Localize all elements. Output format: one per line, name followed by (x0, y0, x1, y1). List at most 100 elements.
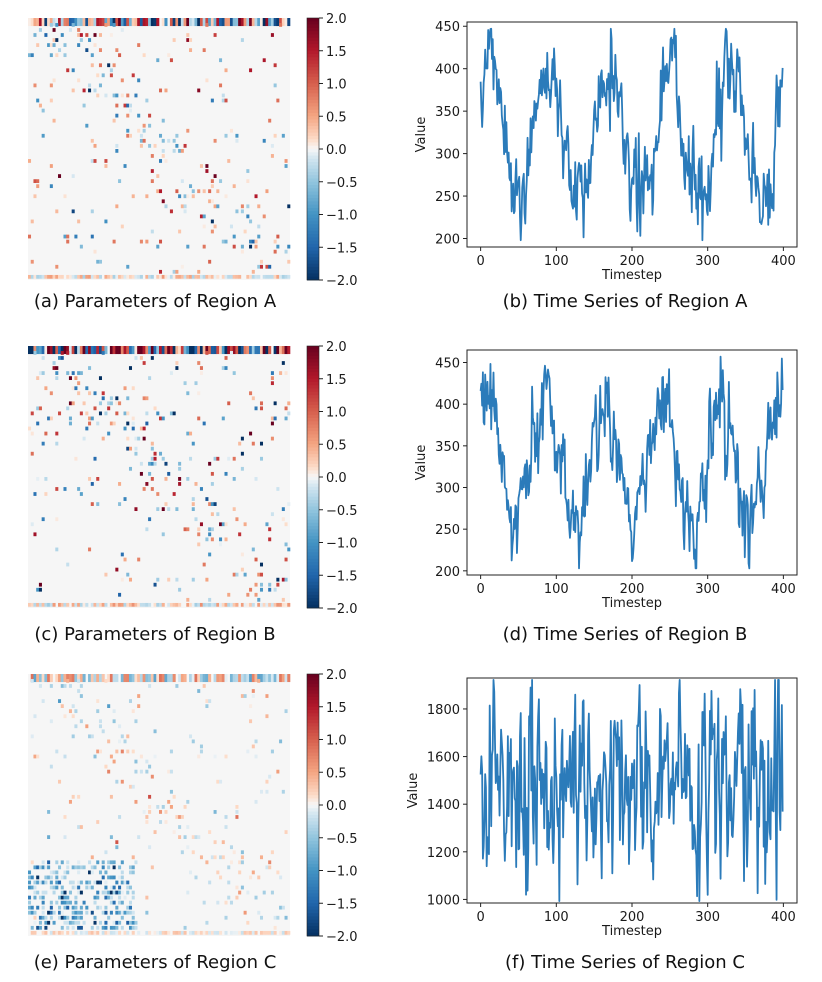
heatmap-cell (273, 83, 277, 88)
heatmap-cell (79, 33, 83, 37)
colorbar-segment (307, 204, 319, 209)
heatmap-cell (55, 366, 59, 370)
heatmap-cell (148, 346, 152, 355)
heatmap-cell (47, 810, 51, 814)
heatmap-cell (240, 209, 244, 214)
heatmap-cell (219, 58, 223, 63)
heatmap-cell (60, 674, 64, 683)
heatmap-cell (249, 68, 253, 73)
heatmap-cell (66, 234, 70, 239)
heatmap-cell (120, 875, 124, 880)
heatmap-cell (259, 562, 264, 567)
y-tick-label: 200 (435, 233, 460, 248)
heatmap-cell (85, 905, 89, 910)
heatmap-cell (120, 749, 124, 754)
heatmap-cell (164, 18, 168, 27)
heatmap-cell (191, 194, 195, 199)
heatmap-cell (139, 133, 143, 138)
x-tick-label: 200 (620, 582, 645, 597)
colorbar-segment (307, 598, 319, 602)
y-tick-label: 1600 (427, 751, 460, 766)
heatmap-cell (63, 900, 67, 905)
heatmap-cell (88, 885, 92, 890)
heatmap-cell (41, 346, 45, 355)
heatmap-cell (82, 436, 86, 441)
heatmap-cell (63, 684, 67, 688)
heatmap-cell (52, 274, 56, 279)
heatmap-cell (38, 602, 42, 607)
heatmap-cell (96, 421, 100, 426)
heatmap-cell (79, 38, 83, 42)
colorbar-tick-label: 2.0 (326, 12, 347, 27)
heatmap-cell (109, 835, 113, 840)
heatmap-cell (208, 602, 212, 607)
heatmap-cell (55, 674, 59, 683)
heatmap-cell (28, 885, 32, 890)
heatmap-cell (30, 860, 34, 865)
heatmap-cell (93, 143, 97, 148)
heatmap-cell (224, 522, 228, 527)
heatmap-cell (41, 905, 45, 910)
heatmap-cell (71, 865, 75, 870)
heatmap-cell (213, 33, 217, 37)
heatmap-cell (189, 38, 193, 42)
heatmap-cell (254, 239, 258, 244)
line-chart-f: 0 100 200 300 40010001200140016001800Timeste… (406, 677, 798, 939)
heatmap-cell (265, 694, 269, 698)
heatmap-cell (229, 860, 233, 865)
y-tick-label: 450 (435, 357, 460, 372)
heatmap-cell (183, 930, 187, 935)
colorbar-segment (307, 746, 319, 750)
heatmap-cell (191, 346, 195, 355)
heatmap-cell (229, 224, 233, 229)
heatmap-cell (224, 346, 228, 355)
heatmap-cell (36, 43, 40, 47)
heatmap-cell (284, 522, 288, 527)
heatmap-cell (33, 930, 37, 935)
heatmap-cell (235, 810, 239, 814)
heatmap-cell (98, 724, 102, 729)
colorbar-segment (307, 165, 319, 170)
heatmap-cell (164, 159, 168, 163)
heatmap-cell (251, 930, 255, 935)
heatmap-cell (224, 68, 228, 73)
heatmap-cell (246, 214, 250, 219)
heatmap-cell (55, 431, 59, 436)
heatmap-cell (202, 421, 206, 426)
heatmap-cell (273, 133, 277, 138)
colorbar-segment (307, 706, 319, 711)
colorbar-segment (307, 739, 319, 744)
heatmap-cell (93, 159, 97, 163)
heatmap-cell (235, 138, 239, 143)
colorbar-segment (307, 404, 319, 409)
heatmap-cell (85, 48, 89, 53)
colorbar-segment (307, 470, 319, 475)
heatmap-cell (235, 572, 239, 577)
heatmap-cell (208, 527, 212, 532)
heatmap-cell (153, 451, 157, 456)
heatmap-cell (63, 43, 67, 47)
heatmap-cell (232, 184, 236, 189)
heatmap-cell (281, 930, 285, 935)
heatmap-cell (257, 875, 261, 880)
heatmap-cell (115, 880, 119, 885)
heatmap-cell (161, 602, 165, 607)
heatmap-cell (199, 487, 203, 491)
heatmap-cell (96, 18, 100, 27)
heatmap-cell (28, 18, 32, 27)
heatmap-cell (161, 507, 165, 512)
heatmap-cell (227, 401, 231, 406)
heatmap-cell (281, 361, 285, 365)
heatmap-cell (28, 53, 32, 58)
heatmap-cell (210, 219, 214, 224)
heatmap-cell (221, 274, 225, 279)
colorbar-segment (307, 732, 319, 737)
heatmap-cell (268, 774, 272, 779)
colorbar-segment (307, 375, 319, 380)
colorbar-segment (307, 83, 319, 88)
heatmap-cell (153, 830, 157, 834)
heatmap-cell (191, 497, 195, 501)
heatmap-cell (284, 164, 288, 168)
heatmap-cell (202, 274, 206, 279)
